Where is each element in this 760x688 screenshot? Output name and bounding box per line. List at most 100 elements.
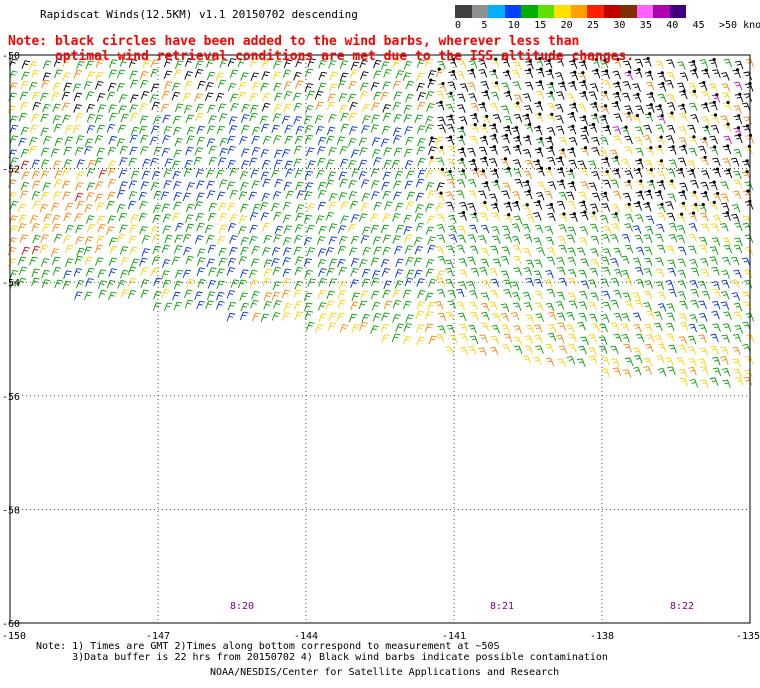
wind-barb (139, 134, 149, 144)
wind-barb (370, 325, 379, 334)
wind-barb (459, 201, 468, 211)
wind-barb (249, 236, 258, 245)
wind-barb (646, 310, 655, 320)
wind-barb (589, 223, 599, 233)
wind-barb (163, 126, 172, 135)
wind-barb (338, 235, 348, 245)
wind-barb (455, 288, 465, 298)
wind-barb (304, 125, 314, 134)
wind-barb (186, 182, 195, 191)
contamination-circle (603, 191, 607, 195)
wind-barb (76, 200, 85, 210)
contamination-circle (473, 123, 477, 127)
wind-barb (624, 105, 633, 114)
wind-barb (205, 300, 214, 309)
wind-barb (85, 215, 95, 224)
wind-barb (447, 81, 457, 91)
wind-barb (307, 160, 316, 169)
wind-barb (251, 82, 261, 91)
contamination-circle (485, 114, 489, 119)
wind-barb (533, 324, 543, 333)
wind-barb (96, 215, 106, 225)
wind-barb (218, 113, 228, 122)
credit-line: NOAA/NESDIS/Center for Satellite Applica… (210, 667, 560, 678)
legend-swatch (636, 5, 653, 18)
wind-barb (665, 280, 674, 289)
wind-barb (490, 278, 500, 288)
wind-barb (318, 268, 327, 277)
wind-barb (613, 113, 623, 122)
wind-barb (588, 347, 597, 356)
wind-barb (303, 214, 313, 224)
wind-barb (668, 288, 677, 298)
contamination-circle (473, 113, 477, 117)
wind-barb (622, 292, 632, 302)
wind-barb (358, 171, 368, 180)
wind-barb (304, 68, 314, 78)
wind-barb (347, 223, 357, 233)
contamination-circle (660, 114, 664, 118)
wind-barb (359, 147, 368, 156)
wind-barb (17, 203, 27, 213)
wind-barb (436, 224, 446, 233)
wind-barb (678, 344, 687, 354)
wind-barb (558, 191, 568, 201)
wind-barb (72, 83, 82, 92)
wind-barb (185, 146, 194, 156)
wind-barb (404, 180, 414, 190)
wind-barb (734, 324, 743, 334)
wind-barb (304, 170, 314, 180)
wind-barb (350, 149, 360, 158)
wind-barb (522, 149, 532, 158)
wind-barb (644, 160, 653, 169)
contamination-circle (604, 90, 608, 94)
wind-barb (742, 343, 751, 353)
wind-barb (546, 288, 556, 298)
wind-barb (303, 236, 313, 246)
wind-barb (108, 291, 117, 301)
contamination-circle (715, 167, 720, 171)
wind-barb (623, 343, 632, 353)
wind-barb (513, 255, 522, 265)
wind-barb (732, 346, 741, 356)
wind-barb (588, 182, 598, 191)
wind-barb (317, 201, 327, 211)
wind-barb (457, 104, 466, 113)
wind-barb (643, 302, 652, 311)
wind-barb (240, 148, 250, 157)
wind-barb (171, 160, 181, 169)
wind-barb (710, 333, 719, 343)
wind-barb (85, 278, 94, 287)
wind-barb (142, 59, 151, 69)
wind-barb (657, 212, 666, 221)
wind-barb (490, 335, 499, 345)
wind-barb (64, 136, 73, 146)
wind-barb (732, 358, 741, 367)
wind-barb (458, 60, 467, 69)
wind-barb (602, 248, 612, 257)
wind-barb (514, 178, 523, 188)
wind-barb (395, 323, 404, 332)
contamination-circle (449, 135, 453, 139)
wind-barb (568, 292, 577, 302)
wind-barb (207, 244, 217, 254)
wind-barb (457, 93, 466, 103)
wind-barb (635, 278, 645, 288)
wind-barb (237, 91, 247, 101)
contamination-circle (514, 125, 519, 130)
wind-barb (31, 223, 40, 232)
wind-barb (698, 236, 708, 246)
wind-barb (261, 102, 271, 112)
wind-barb (95, 181, 104, 190)
wind-barb (556, 291, 565, 301)
wind-barb (295, 212, 304, 222)
wind-barb (304, 134, 314, 144)
contamination-circle (516, 144, 520, 149)
wind-barb (348, 80, 357, 90)
wind-barb (160, 191, 170, 200)
wind-barb (557, 322, 567, 331)
wind-barb (635, 105, 645, 114)
wind-barb (599, 323, 608, 333)
wind-barb (86, 104, 95, 113)
wind-barb (373, 91, 382, 101)
